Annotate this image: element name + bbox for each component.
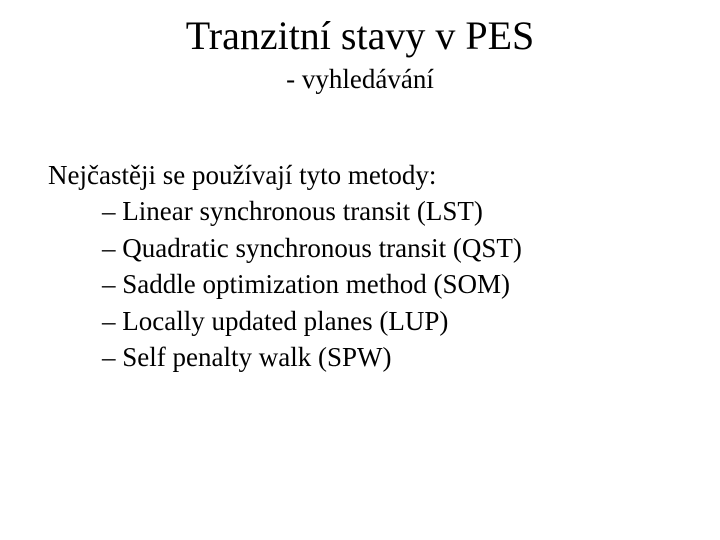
bullet-item: – Saddle optimization method (SOM) bbox=[102, 266, 720, 302]
slide: Tranzitní stavy v PES - vyhledávání Nejč… bbox=[0, 0, 720, 540]
bullet-item: – Locally updated planes (LUP) bbox=[102, 303, 720, 339]
slide-title: Tranzitní stavy v PES bbox=[0, 0, 720, 58]
bullet-item: – Linear synchronous transit (LST) bbox=[102, 193, 720, 229]
bullet-item: – Quadratic synchronous transit (QST) bbox=[102, 230, 720, 266]
bullet-item: – Self penalty walk (SPW) bbox=[102, 339, 720, 375]
slide-subtitle: - vyhledávání bbox=[0, 64, 720, 95]
slide-body: Nejčastěji se používají tyto metody: – L… bbox=[48, 157, 720, 376]
intro-text: Nejčastěji se používají tyto metody: bbox=[48, 157, 720, 193]
